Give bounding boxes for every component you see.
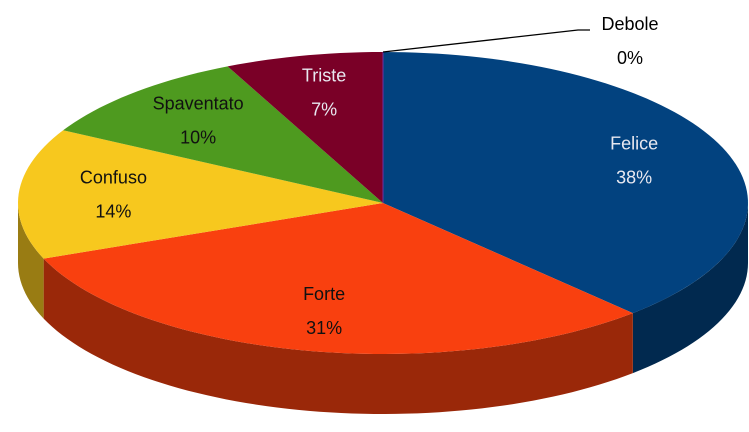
category-label: Felice	[610, 134, 658, 154]
slice	[18, 130, 383, 259]
value-label: 31%	[306, 318, 342, 338]
category-label: Debole	[601, 14, 658, 34]
category-label: Forte	[303, 284, 345, 304]
value-label: 7%	[311, 100, 337, 120]
slice	[227, 52, 383, 203]
value-label: 0%	[617, 48, 643, 68]
slice	[43, 203, 633, 354]
slice-side	[632, 203, 748, 374]
slice	[383, 52, 748, 314]
slice	[63, 66, 384, 204]
category-label: Triste	[302, 66, 346, 86]
pie-sides	[18, 203, 748, 414]
category-label: Confuso	[80, 168, 147, 188]
leader-line	[382, 29, 590, 53]
pie-tops	[18, 52, 748, 354]
slice-side	[18, 203, 44, 319]
value-label: 38%	[616, 168, 652, 188]
value-label: 10%	[180, 127, 216, 147]
value-label: 14%	[95, 202, 131, 222]
pie-labels: Felice 38% Forte 31% Confuso 14% Spaventato 10%…	[80, 14, 659, 338]
category-label: Spaventato	[153, 93, 244, 113]
slice-side	[43, 258, 633, 414]
